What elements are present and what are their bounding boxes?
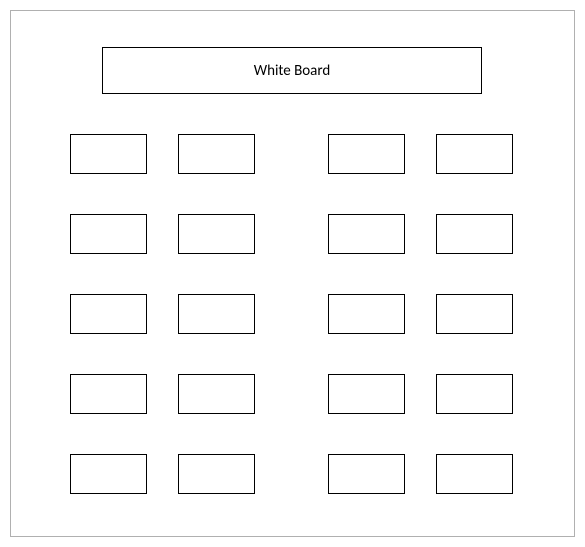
- seat: [70, 294, 147, 334]
- seat: [328, 374, 405, 414]
- seat: [328, 134, 405, 174]
- seat: [70, 374, 147, 414]
- seat: [328, 214, 405, 254]
- seat: [178, 374, 255, 414]
- seat: [436, 294, 513, 334]
- seat: [328, 454, 405, 494]
- seat: [436, 214, 513, 254]
- seat: [328, 294, 405, 334]
- whiteboard-label: White Board: [254, 62, 331, 80]
- seat: [70, 454, 147, 494]
- seat: [178, 134, 255, 174]
- seat: [436, 134, 513, 174]
- seat: [70, 134, 147, 174]
- seat: [436, 374, 513, 414]
- whiteboard: White Board: [102, 47, 482, 94]
- seat: [70, 214, 147, 254]
- seat: [178, 214, 255, 254]
- seat: [436, 454, 513, 494]
- seat: [178, 294, 255, 334]
- seat: [178, 454, 255, 494]
